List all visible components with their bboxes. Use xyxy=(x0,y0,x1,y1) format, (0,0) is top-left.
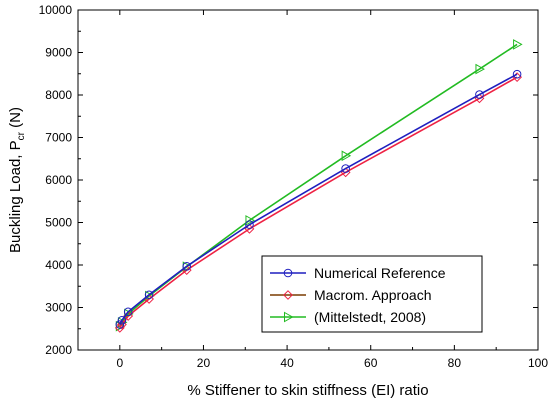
data-point xyxy=(283,290,293,300)
data-point xyxy=(475,90,484,99)
data-point xyxy=(283,268,293,278)
y-axis-label-unit: (N) xyxy=(7,107,24,132)
data-point xyxy=(245,220,254,229)
y-axis: 2000 3000 4000 5000 6000 7000 8000 9000 10000 xyxy=(39,3,538,357)
data-point xyxy=(341,164,350,173)
y-axis-label-main: Buckling Load, P xyxy=(7,140,24,253)
data-point xyxy=(245,215,255,226)
x-tick-label: 40 xyxy=(280,356,294,370)
y-tick-label: 10000 xyxy=(39,3,73,17)
x-tick-label: 60 xyxy=(364,356,378,370)
legend-label: Numerical Reference xyxy=(314,265,446,281)
legend-label: Macrom. Approach xyxy=(314,287,432,303)
x-tick-label: 0 xyxy=(116,356,123,370)
y-axis-label-sub: cr xyxy=(16,131,27,140)
x-tick-label: 20 xyxy=(197,356,211,370)
data-point xyxy=(182,261,192,271)
y-tick-label: 6000 xyxy=(45,173,72,187)
series-layer xyxy=(114,39,523,333)
data-point xyxy=(117,315,127,325)
data-point xyxy=(512,69,522,79)
legend: Numerical Reference Macrom. Approach (Mitt… xyxy=(261,255,483,333)
x-axis: 0 20 40 60 80 100 xyxy=(77,10,548,370)
legend-box xyxy=(261,255,483,333)
x-axis-label: % Stiffener to skin stiffness (EI) ratio xyxy=(187,382,428,399)
legend-label: (Mittelstedt, 2008) xyxy=(314,309,426,325)
y-tick-label: 4000 xyxy=(45,258,72,272)
y-tick-label: 2000 xyxy=(45,343,72,357)
data-point xyxy=(123,307,133,317)
y-tick-label: 8000 xyxy=(45,88,72,102)
y-tick-label: 3000 xyxy=(45,301,72,315)
y-axis-label: Buckling Load, Pcr (N) xyxy=(7,107,27,253)
data-point xyxy=(341,150,352,162)
data-point xyxy=(475,63,485,75)
data-point xyxy=(115,320,125,329)
data-point xyxy=(144,290,154,300)
y-tick-label: 9000 xyxy=(45,46,72,60)
data-point xyxy=(513,39,523,50)
x-tick-label: 80 xyxy=(448,356,462,370)
data-point xyxy=(284,311,294,323)
y-tick-label: 7000 xyxy=(45,131,72,145)
x-tick-label: 100 xyxy=(528,356,548,370)
y-tick-label: 5000 xyxy=(45,216,72,230)
series-numerical-reference xyxy=(115,69,522,329)
data-point xyxy=(114,322,125,333)
